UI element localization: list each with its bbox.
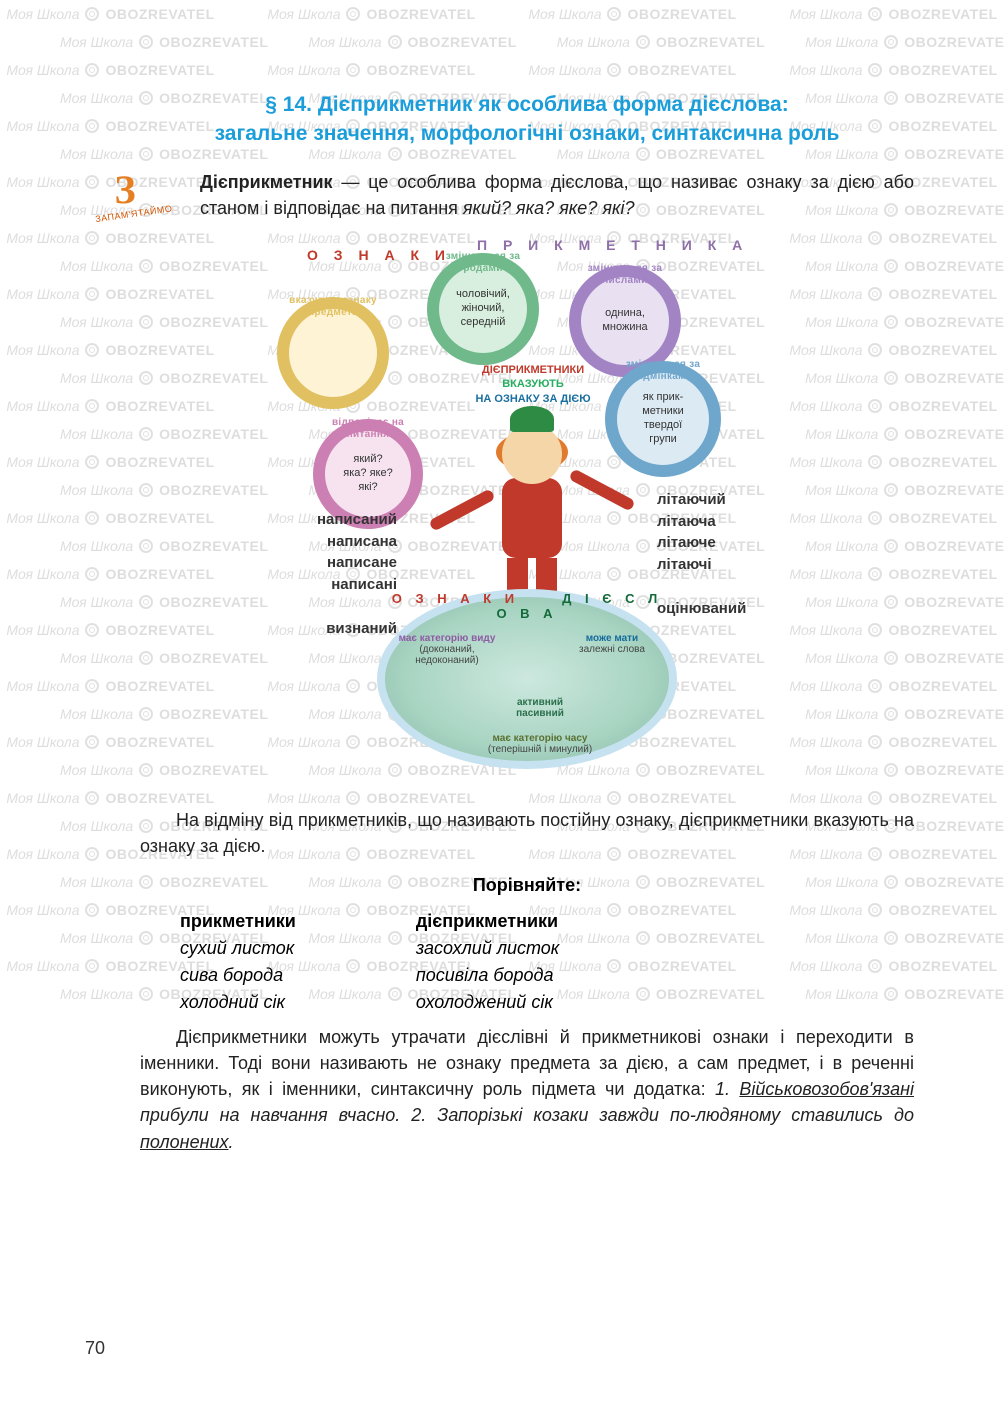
diagram-ring: вказує на ознаку предмета — [277, 297, 389, 409]
seg-voice: активний пасивний — [485, 697, 595, 719]
ring-rim-text: вказує на ознаку предмета — [280, 295, 386, 320]
platform-arc-left: О З Н А К И — [392, 591, 519, 606]
character-hat — [510, 406, 554, 432]
ring-inner-text: однина, множина — [602, 307, 647, 335]
intro-questions: який? яка? яке? які? — [463, 198, 635, 218]
paragraph-2: На відміну від прикметників, що називают… — [140, 807, 914, 859]
seg-dep-rim: може мати — [567, 633, 657, 644]
compare-row: сухий листок — [180, 935, 296, 962]
diagram-ring: змінюється за родами чоловічий, жіночий, … — [427, 253, 539, 365]
seg-aspect: має категорію виду (доконаний, недоконан… — [397, 633, 497, 666]
center-line1: ДІЄПРИКМЕТНИКИ — [463, 363, 603, 377]
compare-col-right: дієприкметники засохлий листок посивіла … — [416, 908, 559, 1016]
ring-rim-text: відповідає на питання — [316, 417, 419, 442]
ring-inner-text: як прик- метники твердої групи — [642, 391, 684, 446]
voice-passive: пасивний — [516, 708, 564, 719]
title-line2: загальне значення, морфологічні ознаки, … — [215, 122, 840, 145]
seg-aspect-in: (доконаний, недоконаний) — [397, 644, 497, 666]
tense-rim: має категорію часу — [455, 733, 625, 744]
example-word: визнаний — [317, 618, 397, 640]
example-word: написаний — [317, 509, 397, 531]
compare-row: посивіла борода — [416, 962, 559, 989]
ring-rim-text: змінюється за відмінками — [608, 359, 718, 384]
seg-dep-in: залежні слова — [567, 644, 657, 655]
seg-depwords: може мати залежні слова — [567, 633, 657, 655]
character-arm-left — [428, 488, 495, 531]
platform-disc: О З Н А К И Д І Є С Л О В А має категорі… — [377, 589, 677, 769]
character-head — [502, 424, 562, 484]
compare-row: сива борода — [180, 962, 296, 989]
voice-active: активний — [517, 697, 563, 708]
remember-marker: З ЗАПАМ'ЯТАЙМО — [95, 170, 155, 220]
intro-term: Дієприкметник — [200, 172, 333, 192]
page-number: 70 — [85, 1338, 105, 1359]
compare-row: охолоджений сік — [416, 989, 559, 1016]
example-word: оцінюваний — [657, 598, 746, 620]
character-hair — [496, 432, 568, 472]
p3-ex1u: Військовозобов'язані — [739, 1079, 914, 1099]
compare-title: Порівняйте: — [140, 875, 914, 896]
tense-in: (теперішній і минулий) — [455, 744, 625, 755]
compare-row: засохлий листок — [416, 935, 559, 962]
compare-right-hdr: дієприкметники — [416, 908, 559, 935]
compare-row: холодний сік — [180, 989, 296, 1016]
intro-paragraph: Дієприкметник — це особлива форма дієсло… — [200, 169, 914, 221]
example-word: літаючі — [657, 554, 746, 576]
page-content: § 14. Дієприкметник як особлива форма ді… — [0, 0, 1004, 1195]
example-word: літаюче — [657, 532, 746, 554]
ring-inner-text: чоловічий, жіночий, середній — [456, 288, 510, 329]
platform-arc: О З Н А К И Д І Є С Л О В А — [385, 591, 669, 621]
platform-arc-right: Д І Є С Л О В А — [496, 591, 662, 621]
p3-ex2u: полонених — [140, 1132, 229, 1152]
ring-rim-text: змінюється за родами — [430, 251, 536, 276]
p3-ex2r: . — [229, 1132, 234, 1152]
compare-table: прикметники сухий листок сива борода хол… — [140, 908, 914, 1016]
paragraph-3: Дієприкметники можуть утрачати дієслівні… — [140, 1024, 914, 1154]
right-examples: літаючийлітаючалітаючелітаючі оцінюваний — [657, 489, 746, 620]
character-body — [502, 478, 562, 558]
example-word — [657, 576, 746, 598]
ring-inner-text: який? яка? яке? які? — [343, 453, 392, 494]
example-word: написане — [317, 552, 397, 574]
seg-aspect-rim: має категорію виду — [397, 633, 497, 644]
example-word: літаюча — [657, 511, 746, 533]
compare-col-left: прикметники сухий листок сива борода хол… — [180, 908, 296, 1016]
section-title: § 14. Дієприкметник як особлива форма ді… — [140, 90, 914, 149]
remember-icon: З — [95, 170, 155, 210]
ring-rim-text: змінюється за числами — [572, 263, 678, 288]
p3-ex1n: 1. — [715, 1079, 739, 1099]
example-word: літаючий — [657, 489, 746, 511]
diagram-ring: змінюється за відмінками як прик- метники… — [605, 361, 721, 477]
character-arm-right — [568, 468, 635, 511]
seg-tense: має категорію часу (теперішній і минулий… — [455, 733, 625, 755]
center-line3: НА ОЗНАКУ ЗА ДІЄЮ — [463, 392, 603, 406]
example-word: написана — [317, 531, 397, 553]
center-line2: ВКАЗУЮТЬ — [463, 377, 603, 391]
p3-ex1r: прибули на навчання вчасно. 2. Запорізьк… — [140, 1105, 914, 1125]
center-badge: ДІЄПРИКМЕТНИКИ ВКАЗУЮТЬ НА ОЗНАКУ ЗА ДІЄ… — [463, 363, 603, 406]
diagram: О З Н А К И П Р И К М Е Т Н И К А вказує… — [167, 229, 887, 789]
title-line1: § 14. Дієприкметник як особлива форма ді… — [265, 93, 788, 116]
compare-left-hdr: прикметники — [180, 908, 296, 935]
